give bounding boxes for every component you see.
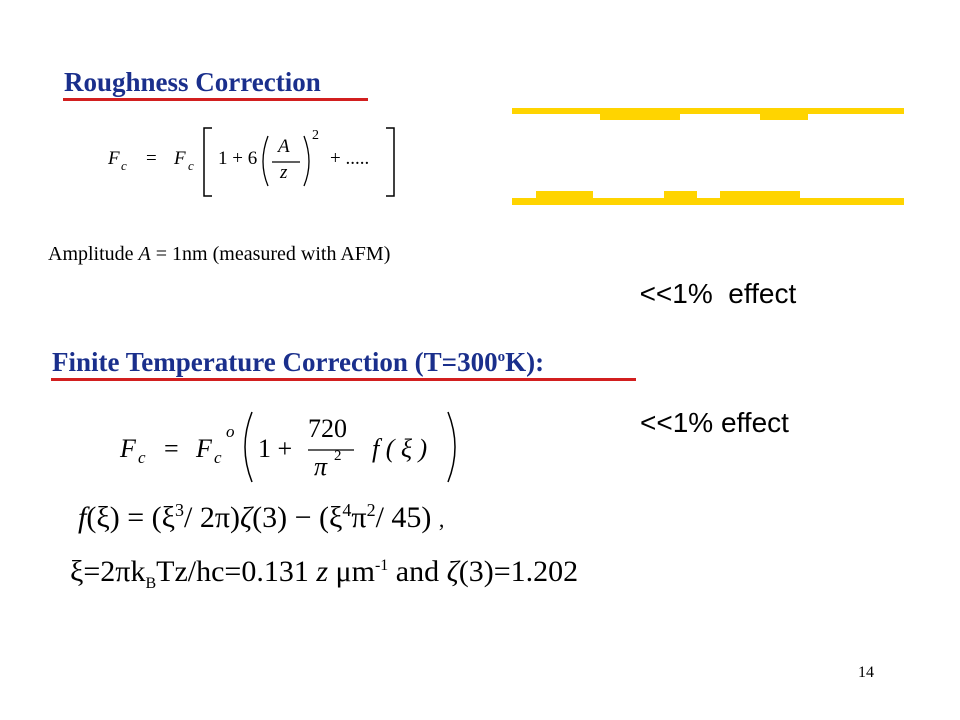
equals: = <box>146 148 157 169</box>
f-xi-definition: f(ξ) = (ξ3/ 2π)ζ(3) − (ξ4π2/ 45) , <box>78 500 444 535</box>
roughness-formula: F c = F c 1 + 6 A z 2 + ..... <box>108 122 408 202</box>
xi-definition: ξ=2πkBTz/hc=0.131 z μm-1 and ζ(3)=1.202 <box>70 555 578 593</box>
roughness-underline <box>63 98 368 101</box>
bottom-plate <box>512 198 904 205</box>
term2-exp: 4 <box>342 500 352 520</box>
formula-tail: + ..... <box>330 148 370 169</box>
fraction-num: A <box>278 136 290 157</box>
xi-kb-sub: B <box>145 575 157 592</box>
xi-expr-a: ξ=2πk <box>70 555 146 588</box>
lhs-F: F <box>108 148 120 169</box>
t-rhs-sup: o <box>226 422 235 441</box>
t-fraction-num: 720 <box>308 414 347 443</box>
f-equals: = <box>127 501 145 534</box>
xi-unit: μm <box>335 555 375 588</box>
t-equals: = <box>164 434 179 463</box>
t-one-plus: 1 + <box>258 434 293 463</box>
temperature-effect: <<1% effect <box>640 407 789 439</box>
xi-expr-c: Tz/hc=0.131 <box>156 555 309 588</box>
one-plus-six: 1 + 6 <box>218 148 258 169</box>
rhs-sub: c <box>188 158 194 173</box>
xi-and: and <box>395 555 440 588</box>
t-lhs-F: F <box>120 434 136 463</box>
formula-brackets <box>203 127 395 197</box>
t-f-xi: f ( ξ ) <box>372 434 428 463</box>
amplitude-rest: = 1nm (measured with AFM) <box>155 243 391 265</box>
temperature-heading: Finite Temperature Correction (T=300oK): <box>52 347 544 378</box>
top-bump-1 <box>600 114 680 120</box>
term1-exp: 3 <box>175 500 184 520</box>
f-symbol: f <box>78 501 87 534</box>
term1-close: / 2π) <box>184 501 240 534</box>
term2-pi-exp: 2 <box>366 500 376 520</box>
fraction-den: z <box>280 162 288 183</box>
rough-plates-diagram <box>512 108 904 205</box>
term2-close: / 45) <box>375 501 432 534</box>
amplitude-var: A <box>138 243 151 265</box>
f-comma: , <box>438 507 445 532</box>
roughness-effect-text: <<1% effect <box>639 278 797 309</box>
term2-pi: π <box>351 501 367 534</box>
temperature-title-main: Finite Temperature Correction (T=300 <box>52 347 498 377</box>
t-fraction-den: π <box>314 452 328 481</box>
t-lhs-sub: c <box>138 448 146 467</box>
t-formula-parens <box>244 411 456 483</box>
xi-zeta-val: (3)=1.202 <box>458 555 579 588</box>
t-rhs-F: F <box>196 434 212 463</box>
temperature-formula: F c = F c o 1 + 720 π 2 f ( ξ ) <box>120 408 470 486</box>
top-bump-2 <box>760 114 808 120</box>
term1-open: (ξ <box>151 501 175 534</box>
xi-z: z <box>316 555 329 588</box>
t-rhs-sub: c <box>214 448 222 467</box>
lhs-sub: c <box>121 158 127 173</box>
temperature-title-end: K): <box>505 347 545 377</box>
roughness-heading: Roughness Correction <box>64 67 321 98</box>
amplitude-line: Amplitude A = 1nm (measured with AFM) <box>48 243 390 266</box>
page-number-text: 14 <box>858 664 874 681</box>
minus-sign: − <box>294 501 312 534</box>
bottom-bump-1 <box>536 191 593 198</box>
top-plate <box>512 108 904 114</box>
temperature-title-sup: o <box>497 349 506 365</box>
zeta-symbol: ζ <box>239 501 253 534</box>
zeta-arg: (3) <box>252 501 288 534</box>
rhs-F: F <box>174 148 186 169</box>
roughness-title: Roughness Correction <box>64 67 321 97</box>
f-arg: (ξ) <box>86 501 120 534</box>
t-den-exp: 2 <box>334 448 342 464</box>
xi-zeta: ζ <box>446 555 459 588</box>
xi-unit-exp: -1 <box>374 557 389 574</box>
amplitude-prefix: Amplitude <box>48 243 134 265</box>
temperature-effect-text: <<1% effect <box>640 407 789 438</box>
bottom-bump-2 <box>664 191 697 198</box>
temperature-underline <box>51 378 636 381</box>
page-number: 14 <box>858 664 874 682</box>
bottom-bump-3 <box>720 191 800 198</box>
exponent: 2 <box>312 128 319 143</box>
roughness-effect: <<1% effect <box>624 246 797 310</box>
term2-open: (ξ <box>319 501 343 534</box>
